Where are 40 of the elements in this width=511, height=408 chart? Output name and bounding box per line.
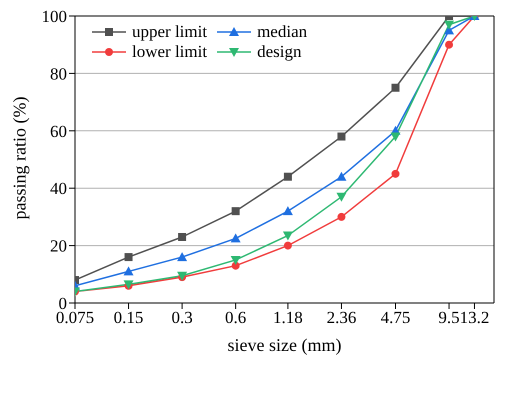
point — [177, 252, 188, 262]
point — [284, 242, 292, 250]
x-tick-label: 0.3 — [171, 308, 193, 328]
x-tick-label: 4.75 — [380, 308, 410, 328]
point — [390, 132, 400, 142]
point — [282, 232, 293, 241]
x-tick-label: 9.5 — [438, 308, 460, 328]
point — [282, 206, 293, 216]
point — [284, 172, 292, 181]
x-tick-label: 0.6 — [225, 308, 246, 328]
y-tick-label: 40 — [50, 179, 67, 198]
x-tick-label: 13.2 — [460, 308, 490, 328]
point — [337, 212, 346, 221]
x-axis-title: sieve size (mm) — [228, 335, 342, 355]
point — [391, 84, 400, 92]
point — [124, 253, 133, 262]
legend-label: upper limit — [132, 22, 208, 42]
y-tick-label: 20 — [50, 236, 67, 256]
point — [178, 232, 186, 241]
point — [230, 256, 241, 265]
point — [337, 132, 346, 141]
legend-label: design — [257, 42, 302, 62]
point — [391, 170, 400, 178]
point — [444, 20, 454, 30]
point — [336, 172, 346, 181]
point — [124, 266, 134, 276]
y-tick-label: 60 — [50, 122, 67, 141]
x-tick-label: 2.36 — [326, 308, 356, 328]
point — [232, 207, 240, 216]
legend-label: median — [257, 22, 308, 42]
x-tick-label: 0.15 — [114, 308, 144, 328]
point — [230, 233, 241, 242]
x-tick-label: 1.18 — [273, 308, 303, 328]
point — [336, 192, 346, 202]
point — [445, 40, 454, 49]
x-tick-label: 0.075 — [56, 308, 94, 328]
y-axis-title: passing ratio (%) — [9, 96, 30, 220]
y-tick-label: 100 — [42, 7, 67, 26]
y-tick-label: 80 — [50, 64, 67, 84]
legend-label: lower limit — [132, 42, 208, 62]
